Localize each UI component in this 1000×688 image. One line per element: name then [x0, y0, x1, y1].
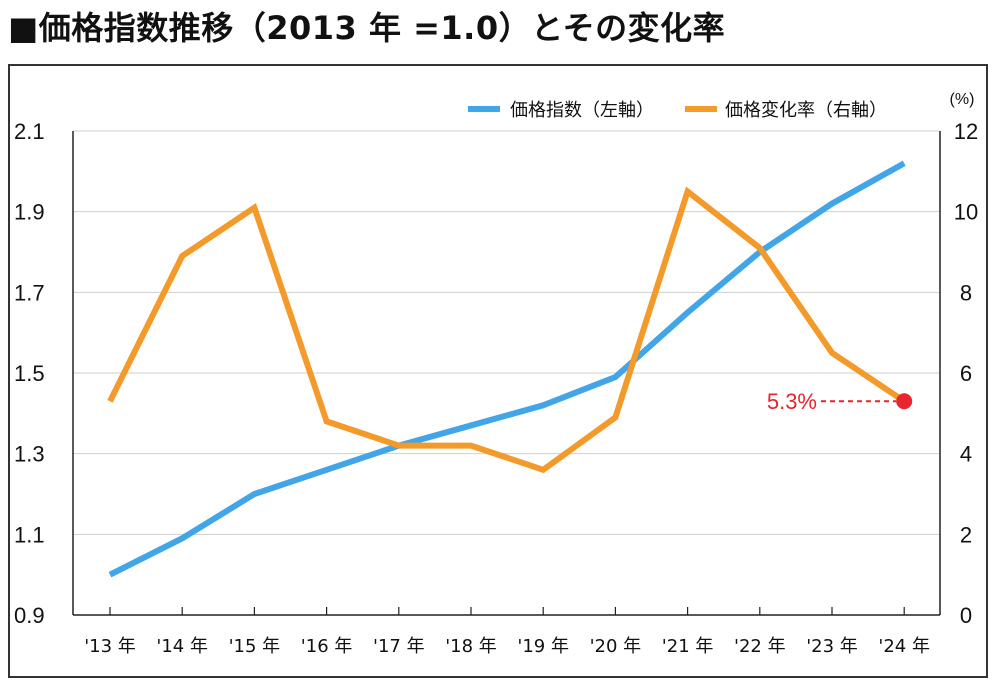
chart-title: ■価格指数推移（2013 年 =1.0）とその変化率 — [8, 9, 726, 47]
left-tick-label: 1.9 — [14, 200, 45, 225]
left-tick-label: 1.3 — [14, 442, 45, 467]
annotation-label: 5.3% — [767, 389, 817, 414]
right-tick-label: 8 — [960, 280, 972, 305]
x-tick-label: '24 年 — [878, 636, 930, 657]
series-line-2 — [107, 186, 906, 474]
x-tick-label: '23 年 — [806, 636, 858, 657]
x-tick-label: '18 年 — [445, 636, 497, 657]
left-tick-label: 0.9 — [14, 603, 45, 628]
x-tick-label: '20 年 — [590, 636, 642, 657]
legend-label-2: 価格変化率（右軸） — [725, 100, 887, 121]
x-tick-label: '15 年 — [229, 636, 281, 657]
left-tick-label: 2.1 — [14, 119, 45, 144]
right-tick-label: 0 — [960, 603, 972, 628]
x-tick-label: '19 年 — [517, 636, 569, 657]
x-tick-label: '17 年 — [373, 636, 425, 657]
right-tick-label: 10 — [954, 200, 978, 225]
x-tick-label: '13 年 — [84, 636, 136, 657]
right-axis-unit: (%) — [950, 91, 975, 108]
series-lines — [107, 160, 906, 578]
left-tick-label: 1.7 — [14, 280, 45, 305]
series-line-1 — [108, 160, 906, 578]
legend-label-1: 価格指数（左軸） — [510, 100, 654, 121]
right-tick-label: 4 — [960, 442, 972, 467]
x-tick-label: '21 年 — [662, 636, 714, 657]
left-tick-label: 1.1 — [14, 522, 45, 547]
grid-lines — [73, 130, 940, 535]
x-tick-label: '16 年 — [301, 636, 353, 657]
right-tick-label: 2 — [960, 522, 972, 547]
annotation-group: 5.3% — [767, 389, 913, 414]
legend: 価格指数（左軸） 価格変化率（右軸） — [468, 100, 887, 121]
right-tick-label: 6 — [960, 361, 972, 386]
x-tick-label: '22 年 — [734, 636, 786, 657]
left-tick-label: 1.5 — [14, 361, 45, 386]
x-tick-label: '14 年 — [156, 636, 208, 657]
annotation-marker — [896, 393, 913, 410]
axes: 0.9 0 1.1 2 1.3 4 1.5 6 1.7 8 1.9 10 2.1 12 (%) '13 年 '1… — [14, 91, 978, 657]
right-tick-label: 12 — [954, 119, 978, 144]
chart-frame — [8, 64, 988, 678]
